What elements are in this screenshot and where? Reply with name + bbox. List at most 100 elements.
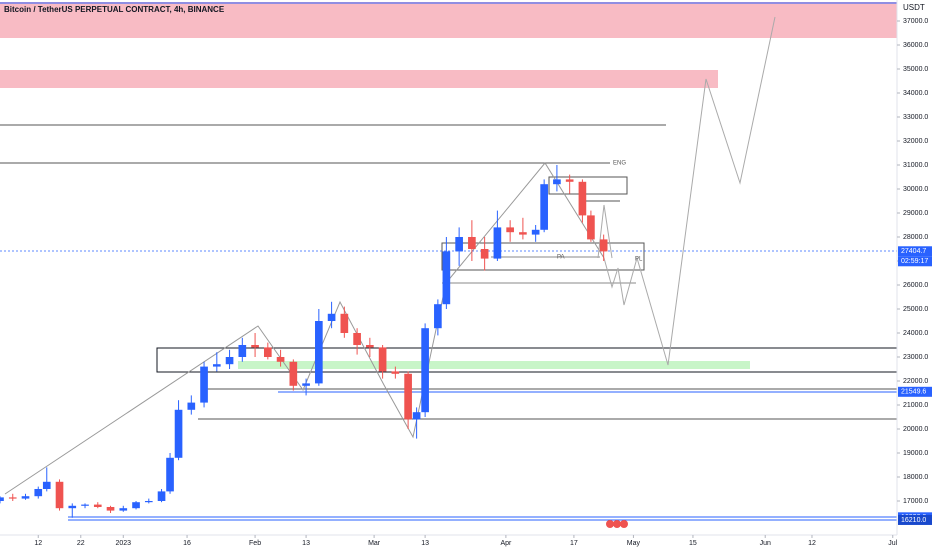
x-tick-label: 17: [570, 540, 578, 547]
candle-body: [132, 502, 140, 509]
candle-body: [251, 344, 259, 348]
y-tick-label: 20000.0: [903, 426, 928, 433]
candle-body: [8, 497, 17, 499]
candle-body: [553, 179, 561, 185]
chart-title: Bitcoin / TetherUS PERPETUAL CONTRACT, 4…: [4, 5, 225, 14]
y-tick-label: 34000.0: [903, 90, 928, 97]
candle-body: [263, 347, 272, 357]
candle-body: [276, 356, 285, 362]
y-tick-label: 24000.0: [903, 330, 928, 337]
candle-body: [187, 402, 196, 410]
x-tick-label: Apr: [500, 540, 512, 547]
candle-body: [587, 215, 595, 240]
candle-body: [378, 347, 387, 372]
candle-body: [93, 504, 102, 507]
y-tick-label: 35000.0: [903, 66, 928, 73]
candle-body: [506, 227, 514, 233]
candle-body: [157, 491, 166, 501]
annotation: ENG: [613, 161, 626, 167]
y-tick-label: 37000.0: [903, 18, 928, 25]
candle-body: [404, 373, 412, 420]
x-tick-label: 12: [34, 540, 42, 547]
x-tick-label: 2023: [115, 540, 131, 547]
price-label: 16210.0: [901, 517, 926, 524]
price-label-bg: [898, 514, 932, 525]
candle-body: [366, 344, 374, 348]
candle-body: [34, 488, 43, 497]
supply-zone: [0, 70, 718, 88]
price-label: 21549.6: [901, 389, 926, 396]
candle-body: [166, 457, 174, 492]
y-tick-label: 21000.0: [903, 402, 928, 409]
candle-body: [225, 356, 234, 365]
y-tick-label: 31000.0: [903, 162, 928, 169]
zigzag: [4, 162, 605, 495]
candle-body: [391, 371, 400, 374]
candle-body: [21, 496, 30, 499]
x-tick-label: 16: [183, 540, 191, 547]
price-label-bg: [898, 246, 932, 257]
candle-body: [531, 229, 540, 235]
candle-body: [565, 179, 574, 182]
candle-body: [493, 227, 502, 259]
y-tick-label: 17000.0: [903, 498, 928, 505]
x-tick-label: 13: [421, 540, 429, 547]
demand-zone: [238, 361, 750, 369]
event-icon: [606, 520, 614, 528]
candle-body: [468, 236, 476, 249]
candle-body: [442, 251, 451, 305]
candle-body: [540, 184, 548, 230]
candle-body: [340, 313, 349, 333]
candle-body: [200, 366, 208, 403]
y-tick-label: 19000.0: [903, 450, 928, 457]
range-box: [548, 176, 628, 195]
candle-body: [353, 332, 361, 345]
event-icon: [620, 520, 628, 528]
candle-body: [302, 383, 310, 386]
price-label-bg: [898, 386, 932, 397]
candle-body: [55, 481, 64, 509]
y-tick-label: 30000.0: [903, 186, 928, 193]
annotation: PA: [557, 255, 565, 261]
candle-body: [599, 239, 608, 252]
candle-body: [412, 412, 421, 420]
y-tick-label: 26000.0: [903, 282, 928, 289]
projection-path: [603, 16, 776, 366]
candle-body: [42, 481, 51, 489]
candle-body: [434, 304, 442, 329]
candle-body: [174, 409, 183, 458]
x-tick-label: 15: [689, 540, 697, 547]
candle-body: [327, 313, 336, 321]
y-tick-label: 29000.0: [903, 210, 928, 217]
candle-body: [0, 497, 4, 501]
supply-zone: [0, 2, 897, 38]
y-tick-label: 23000.0: [903, 354, 928, 361]
x-tick-label: Jun: [760, 540, 771, 547]
x-tick-label: 13: [302, 540, 310, 547]
y-tick-label: 32000.0: [903, 138, 928, 145]
candle-body: [144, 500, 153, 503]
candle-body: [421, 328, 429, 413]
candle-body: [238, 344, 247, 357]
event-icon: [613, 520, 621, 528]
annotation: PL: [635, 257, 643, 263]
countdown: 02:59:17: [901, 258, 928, 265]
x-tick-label: May: [627, 540, 641, 547]
candle-body: [519, 232, 527, 235]
countdown-bg: [898, 256, 932, 267]
x-tick-label: Mar: [368, 540, 381, 547]
candle-body: [455, 236, 463, 252]
candle-body: [106, 506, 115, 511]
candle-body: [212, 364, 221, 367]
range-box: [441, 242, 645, 271]
y-tick-label: 22000.0: [903, 378, 928, 385]
y-tick-label: 28000.0: [903, 234, 928, 241]
candle-body: [480, 248, 489, 259]
candle-body: [81, 504, 89, 506]
candle-body: [315, 320, 323, 384]
candle-body: [119, 508, 128, 511]
y-tick-label: 25000.0: [903, 306, 928, 313]
y-axis-label: USDT: [903, 3, 925, 12]
